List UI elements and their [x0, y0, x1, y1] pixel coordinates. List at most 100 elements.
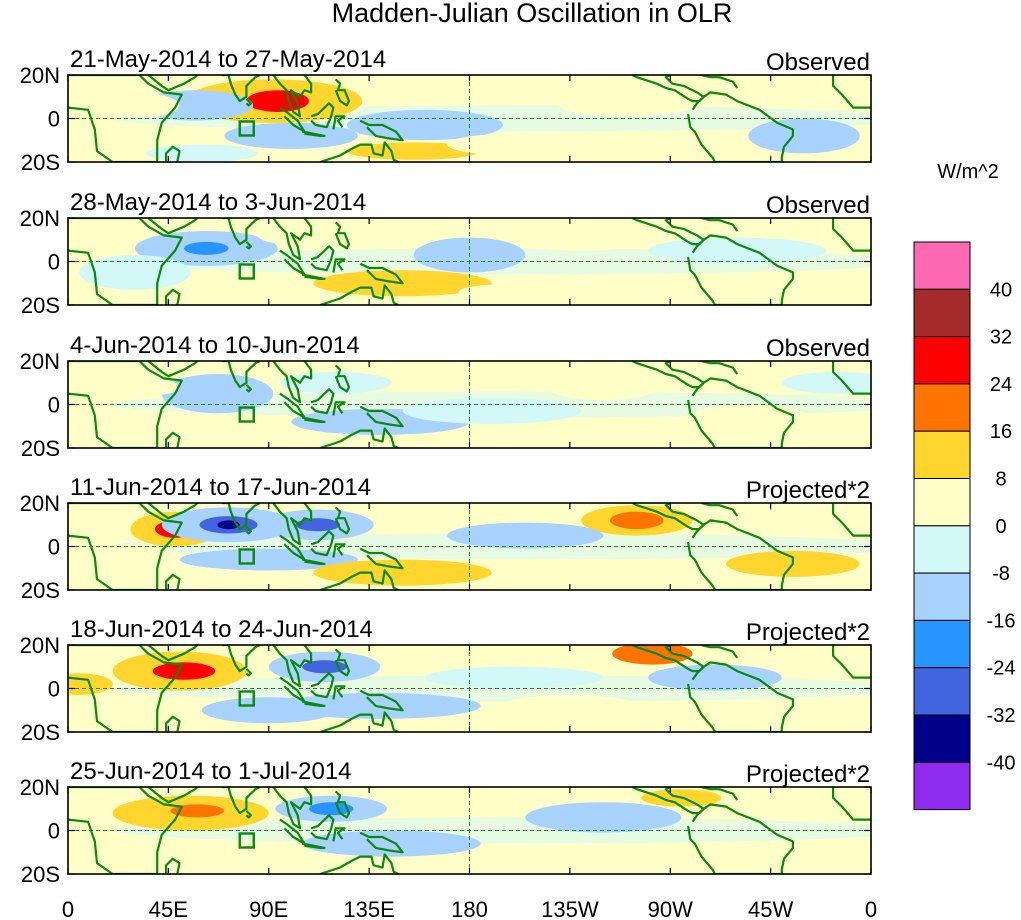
sulawesi-coast	[332, 543, 346, 558]
index-box	[238, 832, 255, 849]
colorbar-label: 40	[990, 279, 1012, 301]
colorbar-swatch	[913, 288, 971, 338]
java-coast	[301, 842, 326, 849]
africa-coast	[68, 361, 183, 448]
colorbar-swatch	[913, 383, 971, 432]
central-america-coast	[631, 218, 705, 246]
central-america-coast	[631, 75, 705, 103]
lat-label: 0	[48, 107, 60, 132]
olr-anomaly-contour	[152, 662, 216, 680]
olr-anomaly-contour	[610, 511, 664, 530]
olr-anomaly-contour	[424, 666, 604, 689]
colorbar-swatch	[913, 241, 971, 290]
south-america-coast	[687, 661, 794, 732]
australia-coast	[319, 569, 399, 590]
panel-period: 28-May-2014 to 3-Jun-2014	[70, 189, 366, 216]
india-coast	[221, 218, 261, 246]
west-africa-bulge	[832, 75, 871, 109]
australia-coast	[319, 427, 399, 448]
southeast-asia-coast	[272, 75, 313, 118]
philippines-coast	[334, 78, 351, 107]
java-coast	[301, 273, 326, 280]
panel-status: Observed	[766, 335, 870, 362]
central-america-coast	[631, 361, 705, 389]
lat-label: 0	[48, 250, 60, 275]
lat-label: 20N	[20, 633, 60, 658]
madagascar-coast	[165, 715, 181, 732]
panel: 20N 0 20S 11-Jun-2014 to 17-Jun-2014 Project…	[20, 474, 872, 603]
caribbean-islands	[701, 361, 739, 375]
olr-anomaly-contour	[201, 697, 336, 724]
colorbar-label: 8	[995, 469, 1006, 491]
caribbean-islands	[701, 645, 739, 659]
india-coast	[221, 645, 261, 673]
colorbar-label: 24	[990, 374, 1012, 396]
west-africa-bulge	[832, 361, 871, 395]
colorbar-units: W/m^2	[937, 161, 999, 183]
panel: 20N 0 20S 18-Jun-2014 to 24-Jun-2014 Project…	[20, 616, 872, 745]
panel-status: Projected*2	[746, 477, 870, 504]
olr-anomaly-contour	[648, 237, 827, 264]
central-america-coast	[631, 645, 705, 673]
panel-period: 11-Jun-2014 to 17-Jun-2014	[70, 474, 371, 501]
olr-anomaly-contour	[648, 664, 782, 691]
sumatra-coast	[279, 249, 306, 276]
sri-lanka-coast	[245, 241, 252, 250]
caribbean-islands	[701, 787, 739, 801]
olr-anomaly-contour	[558, 94, 693, 117]
index-box	[238, 120, 255, 137]
madagascar-coast	[165, 431, 181, 448]
olr-field	[68, 645, 871, 732]
south-america-coast	[687, 803, 794, 874]
olr-anomaly-contour	[112, 378, 180, 396]
southeast-asia-coast	[272, 503, 313, 546]
sumatra-coast	[279, 106, 306, 133]
olr-anomaly-contour	[224, 122, 358, 149]
lon-label: 45E	[149, 897, 188, 920]
lat-label: 20N	[20, 775, 60, 800]
sumatra-coast	[279, 534, 306, 561]
olr-anomaly-contour	[748, 118, 860, 154]
borneo-coast	[310, 672, 335, 699]
olr-anomaly-contour	[146, 144, 258, 162]
central-america-coast	[631, 503, 705, 531]
olr-anomaly-contour	[257, 224, 370, 247]
olr-anomaly-contour	[295, 518, 341, 532]
colorbar-swatch	[913, 525, 971, 574]
australia-coast	[319, 853, 399, 874]
olr-field	[68, 503, 871, 590]
sulawesi-coast	[332, 258, 346, 273]
olr-anomaly-contour	[313, 559, 492, 586]
olr-anomaly-contour	[402, 398, 581, 424]
olr-anomaly-contour	[525, 802, 682, 833]
arabia-coast	[147, 218, 199, 235]
lat-label: 20N	[20, 63, 60, 88]
lon-label: 180	[451, 897, 488, 920]
panel: 20N 0 20S 4-Jun-2014 to 10-Jun-2014 Observed	[20, 332, 872, 461]
sumatra-coast	[279, 676, 306, 703]
lon-label: 90W	[648, 897, 693, 920]
africa-coast	[68, 75, 183, 162]
arabia-coast	[147, 787, 199, 804]
philippines-coast	[334, 506, 351, 535]
lon-label: 135E	[343, 897, 394, 920]
olr-anomaly-contour	[79, 834, 191, 861]
colorbar-swatch	[913, 619, 971, 669]
west-africa-bulge	[832, 218, 871, 252]
india-coast	[221, 787, 261, 815]
olr-anomaly-contour	[458, 283, 593, 301]
australia-coast	[319, 284, 399, 305]
colorbar-label: 32	[990, 327, 1012, 349]
sumatra-coast	[279, 818, 306, 845]
new-guinea-coast	[359, 831, 404, 854]
olr-anomaly-contour	[612, 645, 693, 665]
caribbean-islands	[701, 218, 739, 232]
arabia-coast	[147, 75, 199, 92]
sulawesi-coast	[332, 685, 346, 700]
lat-label: 20S	[21, 150, 60, 175]
lat-label: 0	[48, 393, 60, 418]
olr-anomaly-contour	[184, 241, 229, 255]
borneo-coast	[310, 102, 335, 129]
caribbean-islands	[701, 503, 739, 517]
panel-period: 18-Jun-2014 to 24-Jun-2014	[70, 616, 373, 643]
